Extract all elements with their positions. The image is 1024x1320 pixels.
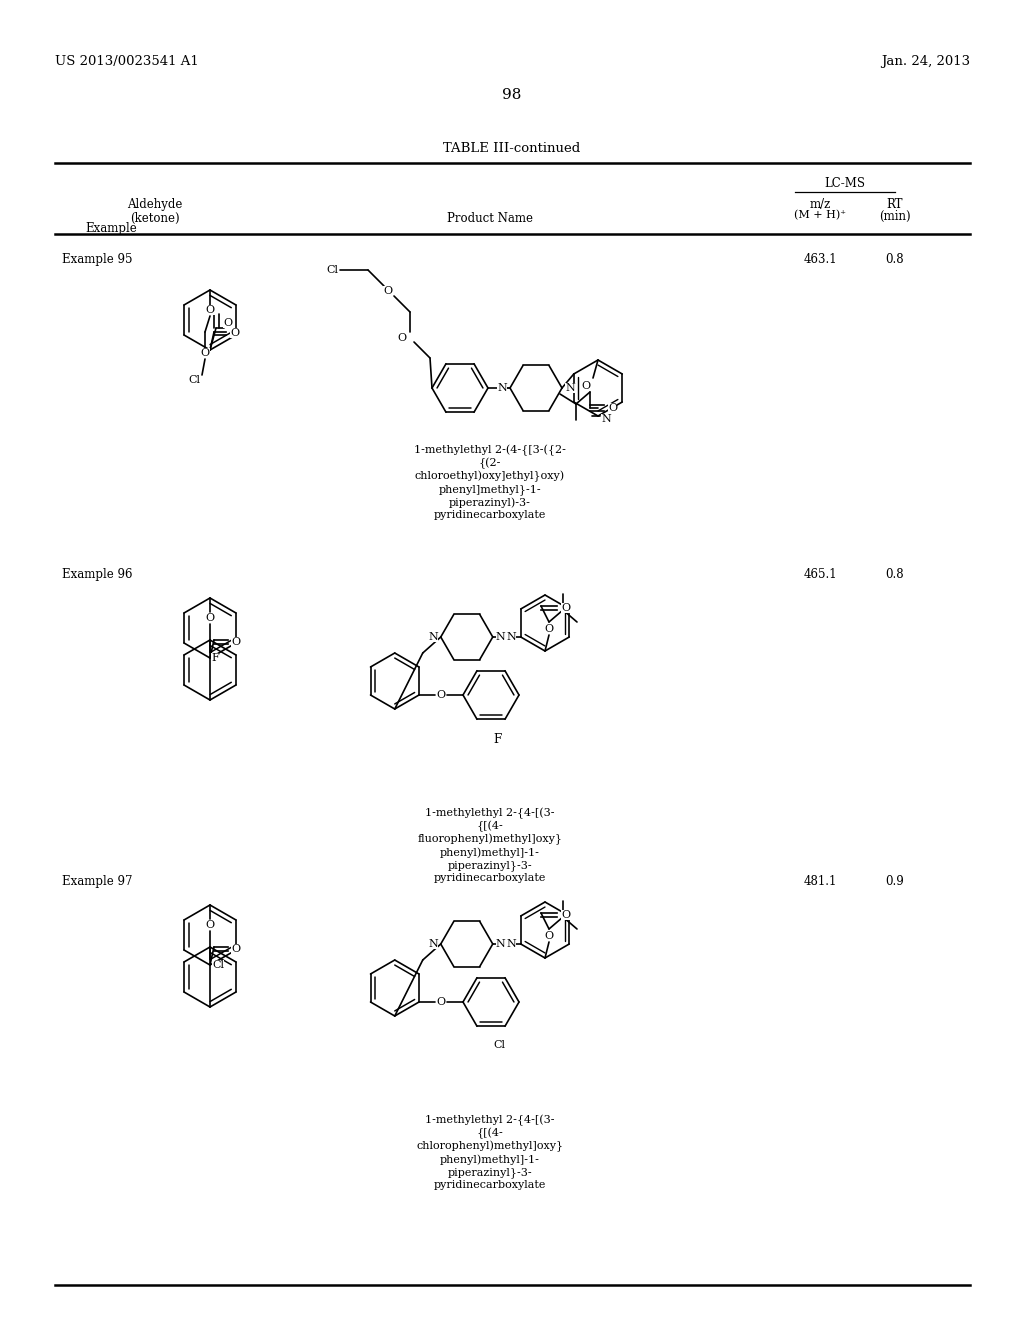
Text: O: O [397,333,406,343]
Text: O: O [206,612,215,623]
Text: F: F [493,733,502,746]
Text: phenyl)methyl]-1-: phenyl)methyl]-1- [440,847,540,858]
Text: 0.8: 0.8 [886,253,904,267]
Text: 98: 98 [503,88,521,102]
Text: TABLE III-continued: TABLE III-continued [443,143,581,154]
Text: N: N [496,939,506,949]
Text: O: O [545,624,554,634]
Text: Cl: Cl [212,960,224,970]
Text: Cl: Cl [188,375,200,385]
Text: 481.1: 481.1 [803,875,837,888]
Text: N: N [428,632,437,642]
Text: pyridinecarboxylate: pyridinecarboxylate [434,1180,546,1191]
Text: O: O [201,348,210,358]
Text: N: N [496,632,506,642]
Text: Example 96: Example 96 [62,568,132,581]
Text: N: N [506,632,516,642]
Text: 1-methylethyl 2-(4-{[3-({2-: 1-methylethyl 2-(4-{[3-({2- [414,445,566,457]
Text: Cl: Cl [493,1040,505,1049]
Text: O: O [230,327,240,338]
Text: {[(4-: {[(4- [476,1129,504,1139]
Text: Example 95: Example 95 [62,253,132,267]
Text: N: N [498,383,507,393]
Text: phenyl)methyl]-1-: phenyl)methyl]-1- [440,1154,540,1164]
Text: {(2-: {(2- [479,458,501,470]
Text: O: O [561,603,570,612]
Text: O: O [436,690,445,700]
Text: O: O [223,318,232,327]
Text: m/z: m/z [809,198,830,211]
Text: US 2013/0023541 A1: US 2013/0023541 A1 [55,55,199,69]
Text: 463.1: 463.1 [803,253,837,267]
Text: O: O [383,286,392,296]
Text: O: O [231,944,240,954]
Text: O: O [206,305,215,315]
Text: (min): (min) [880,210,910,223]
Text: O: O [231,638,240,647]
Text: phenyl]methyl}-1-: phenyl]methyl}-1- [438,484,542,495]
Text: O: O [561,909,570,920]
Text: O: O [206,920,215,931]
Text: 1-methylethyl 2-{4-[(3-: 1-methylethyl 2-{4-[(3- [425,1115,555,1126]
Text: Aldehyde: Aldehyde [127,198,182,211]
Text: piperazinyl}-3-: piperazinyl}-3- [447,861,532,871]
Text: Example 97: Example 97 [62,875,132,888]
Text: {[(4-: {[(4- [476,821,504,833]
Text: 465.1: 465.1 [803,568,837,581]
Text: F: F [211,653,219,663]
Text: O: O [581,381,590,391]
Text: pyridinecarboxylate: pyridinecarboxylate [434,510,546,520]
Text: 0.9: 0.9 [886,875,904,888]
Text: fluorophenyl)methyl]oxy}: fluorophenyl)methyl]oxy} [418,834,562,845]
Text: LC-MS: LC-MS [824,177,865,190]
Text: Example: Example [85,222,137,235]
Text: (ketone): (ketone) [130,213,180,224]
Text: O: O [608,403,617,413]
Text: (M + H)⁺: (M + H)⁺ [794,210,846,220]
Text: O: O [436,997,445,1007]
Text: 1-methylethyl 2-{4-[(3-: 1-methylethyl 2-{4-[(3- [425,808,555,820]
Text: chloroethyl)oxy]ethyl}oxy): chloroethyl)oxy]ethyl}oxy) [415,471,565,482]
Text: N: N [506,939,516,949]
Text: Cl: Cl [326,265,338,275]
Text: piperazinyl}-3-: piperazinyl}-3- [447,1167,532,1177]
Text: pyridinecarboxylate: pyridinecarboxylate [434,873,546,883]
Text: RT: RT [887,198,903,211]
Text: N: N [601,414,610,424]
Text: 0.8: 0.8 [886,568,904,581]
Text: N: N [428,939,437,949]
Text: Product Name: Product Name [447,213,534,224]
Text: O: O [545,931,554,941]
Text: chlorophenyl)methyl]oxy}: chlorophenyl)methyl]oxy} [417,1140,563,1152]
Text: Jan. 24, 2013: Jan. 24, 2013 [881,55,970,69]
Text: N: N [565,383,574,393]
Text: piperazinyl)-3-: piperazinyl)-3- [450,498,530,508]
